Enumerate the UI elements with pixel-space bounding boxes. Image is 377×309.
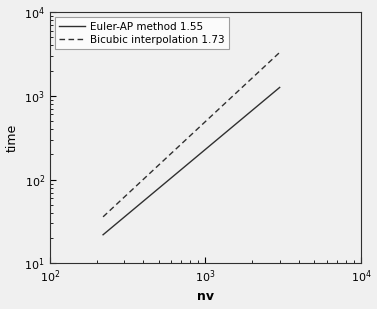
Euler-AP method 1.55 [112,224,116,228]
Bicubic interpolation 1.73 [101,215,105,219]
Euler-AP method 1.55 [268,93,273,97]
Euler-AP method 1.55 [262,98,267,102]
Line: Bicubic interpolation 1.73: Bicubic interpolation 1.73 [103,53,280,217]
X-axis label: nv: nv [197,290,214,303]
Bicubic interpolation 1.73 [108,208,112,212]
Bicubic interpolation 1.73 [148,171,152,175]
Euler-AP method 1.55 [108,227,112,231]
Bicubic interpolation 1.73 [112,205,116,209]
Euler-AP method 1.55 [148,194,152,197]
Bicubic interpolation 1.73 [133,184,138,188]
Bicubic interpolation 1.73 [262,65,267,68]
Legend: Euler-AP method 1.55, Bicubic interpolation 1.73: Euler-AP method 1.55, Bicubic interpolat… [55,17,229,49]
Euler-AP method 1.55 [277,86,282,89]
Y-axis label: time: time [6,124,18,152]
Bicubic interpolation 1.73 [277,51,282,54]
Euler-AP method 1.55 [101,233,105,237]
Bicubic interpolation 1.73 [268,59,273,62]
Line: Euler-AP method 1.55: Euler-AP method 1.55 [103,87,280,235]
Euler-AP method 1.55 [133,205,138,209]
